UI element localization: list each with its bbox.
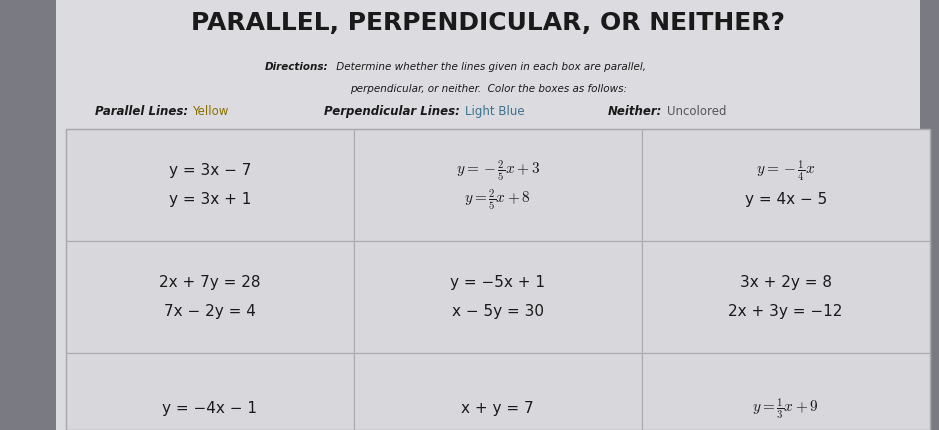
Text: PARALLEL, PERPENDICULAR, OR NEITHER?: PARALLEL, PERPENDICULAR, OR NEITHER?	[192, 11, 785, 35]
Text: y = 3x + 1: y = 3x + 1	[168, 192, 251, 207]
Text: 2x + 3y = −12: 2x + 3y = −12	[729, 304, 843, 319]
Text: Neither:: Neither:	[608, 105, 662, 118]
FancyBboxPatch shape	[354, 241, 641, 353]
Text: x + y = 7: x + y = 7	[461, 401, 534, 416]
FancyBboxPatch shape	[66, 241, 354, 353]
Text: Light Blue: Light Blue	[465, 105, 524, 118]
Text: y = 4x − 5: y = 4x − 5	[745, 192, 826, 207]
Text: Parallel Lines:: Parallel Lines:	[95, 105, 188, 118]
FancyBboxPatch shape	[641, 353, 930, 430]
Text: $y = -\frac{1}{4}x$: $y = -\frac{1}{4}x$	[756, 158, 815, 183]
Text: 7x − 2y = 4: 7x − 2y = 4	[163, 304, 255, 319]
Text: Uncolored: Uncolored	[667, 105, 726, 118]
Text: Directions:: Directions:	[265, 62, 329, 72]
FancyBboxPatch shape	[641, 129, 930, 241]
Text: y = −5x + 1: y = −5x + 1	[450, 275, 546, 290]
Text: perpendicular, or neither.  Color the boxes as follows:: perpendicular, or neither. Color the box…	[350, 84, 626, 94]
Text: Perpendicular Lines:: Perpendicular Lines:	[324, 105, 460, 118]
FancyBboxPatch shape	[56, 0, 920, 430]
Text: $y = \frac{1}{3}x + 9$: $y = \frac{1}{3}x + 9$	[752, 396, 819, 421]
Text: 3x + 2y = 8: 3x + 2y = 8	[740, 275, 832, 290]
Text: Yellow: Yellow	[192, 105, 229, 118]
Text: 2x + 7y = 28: 2x + 7y = 28	[159, 275, 260, 290]
Text: y = −4x − 1: y = −4x − 1	[162, 401, 257, 416]
Text: $y = -\frac{2}{5}x + 3$: $y = -\frac{2}{5}x + 3$	[455, 158, 540, 183]
Text: y = 3x − 7: y = 3x − 7	[168, 163, 251, 178]
Text: $y = \frac{2}{5}x + 8$: $y = \frac{2}{5}x + 8$	[464, 187, 531, 212]
FancyBboxPatch shape	[641, 241, 930, 353]
FancyBboxPatch shape	[66, 129, 354, 241]
FancyBboxPatch shape	[354, 129, 641, 241]
Text: Determine whether the lines given in each box are parallel,: Determine whether the lines given in eac…	[333, 62, 646, 72]
FancyBboxPatch shape	[66, 353, 354, 430]
FancyBboxPatch shape	[354, 353, 641, 430]
Text: x − 5y = 30: x − 5y = 30	[452, 304, 544, 319]
